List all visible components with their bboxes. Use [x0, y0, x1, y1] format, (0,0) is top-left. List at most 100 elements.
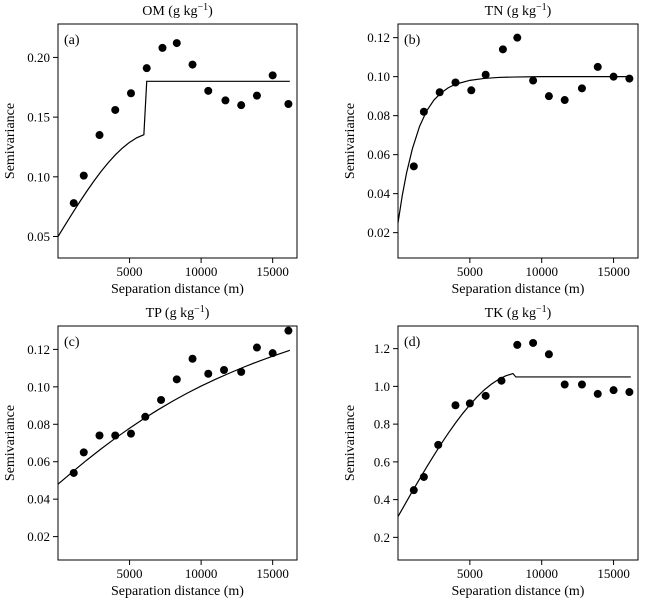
- panel-3-ylabel: Semivariance: [343, 405, 358, 481]
- panel-2-point-11: [237, 367, 246, 376]
- panel-3-ytick-label-2: 0.6: [374, 454, 391, 469]
- panel-0-ytick-label-1: 0.10: [27, 169, 50, 184]
- panel-3-point-2: [434, 440, 443, 449]
- panel-1-point-5: [481, 70, 490, 79]
- panel-1-group: TN (g kg−1) (b) 5000 10000 15000 0.02 0.04 0.06…: [343, 2, 639, 297]
- panel-2-point-5: [141, 412, 150, 421]
- panel-1-point-3: [451, 78, 460, 87]
- panel-3-ytick-label-3: 0.8: [374, 417, 390, 432]
- panel-0-point-0: [69, 199, 78, 208]
- panel-3-point-13: [609, 386, 618, 395]
- panel-0-point-1: [79, 171, 88, 180]
- panel-1-xtick-label-2: 15000: [597, 264, 630, 279]
- panel-3-point-6: [497, 376, 506, 385]
- panel-0-point-13: [268, 71, 277, 80]
- panel-2-point-4: [126, 429, 135, 438]
- panel-3-xtick-label-0: 5000: [457, 566, 483, 581]
- panel-3-ytick-label-0: 0.2: [374, 530, 390, 545]
- panel-0-frame: [57, 23, 298, 259]
- panel-3-point-0: [409, 486, 418, 495]
- panel-1-point-6: [498, 45, 507, 54]
- panel-2-xlabel: Separation distance (m): [111, 584, 244, 599]
- panel-1-title: TN (g kg−1): [485, 2, 552, 19]
- panel-3-point-12: [593, 389, 602, 398]
- panel-1-ytick-label-5: 0.12: [367, 30, 390, 45]
- panel-1-point-1: [419, 107, 428, 116]
- panel-1-ylabel: Semivariance: [343, 103, 358, 179]
- panel-2-point-14: [284, 326, 293, 335]
- panel-2-point-7: [172, 375, 181, 384]
- panel-3-letter: (d): [404, 335, 421, 350]
- panel-3-model-line: [397, 372, 631, 517]
- panel-3-point-5: [481, 391, 490, 400]
- panel-1-point-11: [577, 84, 586, 93]
- panel-2-point-10: [220, 365, 229, 374]
- panel-3-xlabel: Separation distance (m): [452, 584, 585, 599]
- panel-1-point-10: [560, 96, 569, 105]
- panel-2-letter: (c): [64, 335, 80, 350]
- panel-1-point-0: [409, 162, 418, 171]
- panel-2-point-3: [111, 431, 120, 440]
- panel-3-point-9: [544, 350, 553, 359]
- panel-1-xtick-label-1: 10000: [525, 264, 558, 279]
- panel-3-point-4: [465, 399, 474, 408]
- panel-0-point-5: [142, 64, 151, 73]
- panel-1-point-2: [435, 88, 444, 97]
- panel-2-group: TP (g kg−1) (c) 5000 10000 15000 0.02 0.04 0.06…: [3, 304, 298, 599]
- panel-0-point-8: [188, 60, 197, 69]
- panel-0-xtick-label-0: 5000: [117, 264, 143, 279]
- panel-2-title: TP (g kg−1): [146, 304, 210, 321]
- panel-2-point-9: [204, 369, 213, 378]
- panel-0-point-6: [158, 43, 167, 52]
- panel-3-ytick-label-5: 1.2: [374, 341, 390, 356]
- panel-3-frame: [397, 325, 639, 561]
- panel-3-point-10: [560, 380, 569, 389]
- panel-2-ytick-label-4: 0.10: [27, 379, 50, 394]
- panel-1-point-8: [529, 76, 538, 85]
- panel-0-point-12: [252, 91, 261, 100]
- panel-3-point-14: [625, 388, 634, 397]
- panel-2-ytick-label-3: 0.08: [27, 417, 50, 432]
- panel-2-point-8: [188, 354, 197, 363]
- panel-3-point-3: [451, 401, 460, 410]
- panel-2-point-1: [79, 448, 88, 457]
- panel-3-ytick-label-4: 1.0: [374, 379, 390, 394]
- panel-0-point-4: [126, 89, 135, 98]
- panel-0-ytick-label-3: 0.20: [27, 50, 50, 65]
- panel-0-group: OM (g kg−1) (a) 5000 10000 15000 0.05 0.10 0.15…: [3, 2, 298, 297]
- panel-0-ytick-label-0: 0.05: [27, 229, 50, 244]
- panel-0-ylabel: Semivariance: [3, 103, 18, 179]
- panel-2-ytick-label-0: 0.02: [27, 529, 50, 544]
- panel-0-point-11: [237, 101, 246, 110]
- panel-3-group: TK (g kg−1) (d) 5000 10000 15000 0.2 0.4 0.6 0.8…: [343, 304, 639, 599]
- panel-2-model-line: [57, 349, 291, 485]
- panel-1-point-7: [513, 33, 522, 42]
- panel-0-point-10: [221, 96, 230, 105]
- panel-1-point-4: [467, 86, 476, 95]
- panel-2-frame: [57, 325, 298, 561]
- panel-2-point-12: [252, 343, 261, 352]
- panel-2-point-6: [157, 395, 166, 404]
- panel-1-ytick-label-4: 0.10: [367, 69, 390, 84]
- panel-3-ytick-label-1: 0.4: [374, 492, 391, 507]
- panel-2-ytick-label-5: 0.12: [27, 342, 50, 357]
- panel-1-point-9: [544, 92, 553, 101]
- panel-2-point-0: [69, 468, 78, 477]
- panel-3-point-7: [513, 340, 522, 349]
- panel-1-letter: (b): [404, 33, 421, 48]
- panel-1-ytick-label-2: 0.06: [367, 147, 390, 162]
- panel-1-model-line: [397, 76, 631, 223]
- panel-3-title: TK (g kg−1): [485, 304, 552, 321]
- panel-2-point-2: [95, 431, 104, 440]
- panel-2-xtick-label-0: 5000: [117, 566, 143, 581]
- panel-0-xtick-label-1: 10000: [185, 264, 218, 279]
- panel-0-point-9: [204, 86, 213, 95]
- panel-3-point-11: [577, 380, 586, 389]
- panel-1-xtick-label-0: 5000: [457, 264, 483, 279]
- panel-1-point-14: [625, 74, 634, 83]
- panel-3-point-8: [529, 338, 538, 347]
- panel-2-xtick-label-2: 15000: [256, 566, 289, 581]
- panel-2-ytick-label-1: 0.04: [27, 492, 50, 507]
- panel-0-letter: (a): [64, 33, 80, 48]
